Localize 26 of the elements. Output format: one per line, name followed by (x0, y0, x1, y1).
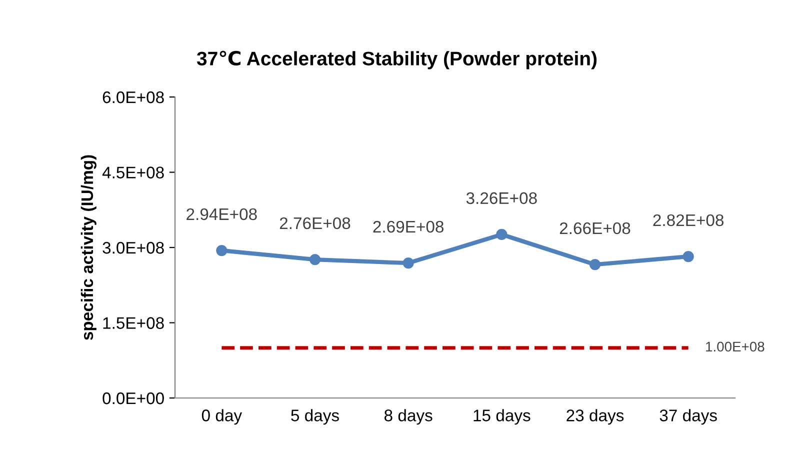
x-tick-label: 5 days (291, 409, 339, 425)
x-tick-label: 0 day (202, 409, 242, 425)
x-tick-label: 23 days (566, 409, 624, 425)
x-tick-label: 8 days (384, 409, 432, 425)
data-label: 2.94E+08 (186, 208, 257, 220)
point (496, 228, 508, 240)
y-tick-label: 1.5E+08 (103, 317, 164, 329)
y-tick-label: 6.0E+08 (102, 91, 164, 104)
y-axis-title: specific activity (IU/mg) (80, 155, 96, 340)
point (682, 250, 694, 262)
data-label: 2.66E+08 (560, 222, 630, 234)
chart-title: 37℃ Accelerated Stability (Powder protein) (196, 50, 597, 70)
data-label: 2.69E+08 (373, 220, 444, 233)
ref-line-label: 1.00E+08 (706, 342, 764, 352)
x-tick-label: 37 days (660, 409, 717, 425)
point (309, 254, 321, 266)
point (216, 244, 228, 256)
data-label: 2.76E+08 (280, 217, 350, 230)
point (589, 259, 601, 270)
y-tick-label: 4.5E+08 (102, 166, 164, 178)
y-tick-label: 3.0E+08 (102, 242, 164, 254)
data-label: 2.82E+08 (653, 214, 724, 226)
y-tick-label: 0.0E+00 (102, 392, 164, 404)
point (402, 257, 414, 269)
data-label: 3.26E+08 (466, 192, 537, 204)
x-tick-label: 15 days (474, 409, 530, 425)
